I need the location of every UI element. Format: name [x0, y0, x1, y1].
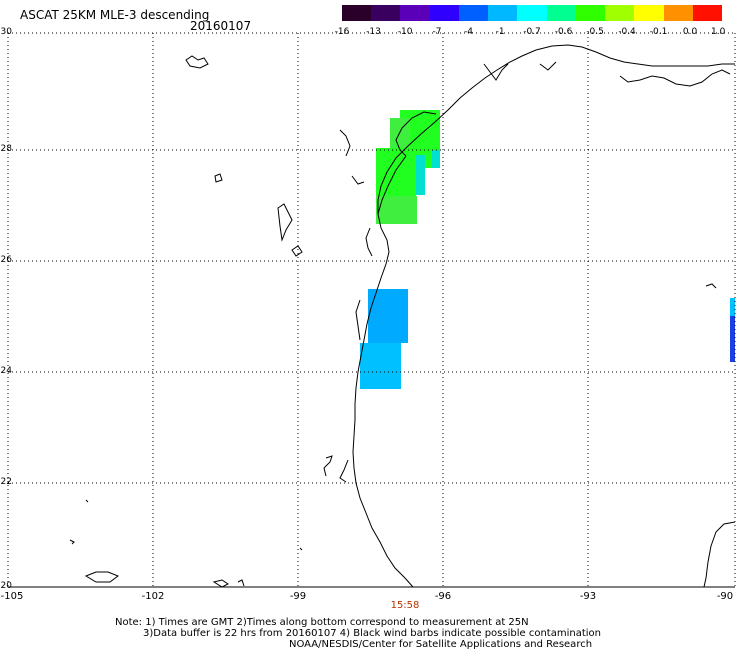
graticule [8, 32, 735, 587]
note-line-1: Note: 1) Times are GMT 2)Times along bot… [115, 617, 529, 628]
colorbar-segment [342, 5, 372, 21]
lon-label: -96 [434, 591, 452, 602]
note-line-3: NOAA/NESDIS/Center for Satellite Applica… [289, 639, 593, 650]
coastline [339, 44, 736, 588]
colorbar-segment [517, 5, 547, 21]
lat-label: 28 [0, 144, 12, 154]
colorbar-tick: -1 [495, 27, 505, 37]
colorbar-tick: -16 [334, 27, 350, 37]
swath-cell [376, 196, 417, 224]
colorbar-tick: -10 [397, 27, 413, 37]
swath-cell [360, 343, 401, 389]
wind-swath-south [360, 289, 408, 389]
colorbar-segment [634, 5, 664, 21]
lat-label: 26 [0, 255, 12, 265]
footer-notes: Note: 1) Times are GMT 2)Times along bot… [115, 617, 601, 650]
note-line-2: 3)Data buffer is 22 hrs from 20160107 4)… [143, 628, 601, 639]
lon-label: -90 [716, 591, 734, 602]
lon-label: -99 [289, 591, 307, 602]
swath-cell [416, 155, 425, 195]
swath-cell [730, 316, 735, 362]
lat-label: 30 [0, 27, 12, 37]
colorbar-tick: 1.0 [711, 27, 726, 37]
colorbar-segment [458, 5, 489, 21]
colorbar-segment [692, 5, 723, 21]
product-date: 20160107 [190, 19, 252, 33]
colorbar-tick: -13 [366, 27, 381, 37]
lon-label: -102 [141, 591, 165, 602]
product-title: ASCAT 25KM MLE-3 descending [20, 8, 210, 22]
colorbar-tick: -0.4 [618, 27, 636, 37]
colorbar-segment [488, 5, 518, 21]
colorbar-segment [663, 5, 693, 21]
colorbar-segment [371, 5, 401, 21]
colorbar-segment [546, 5, 576, 21]
colorbar-tick: -0.5 [586, 27, 604, 37]
swath-cell [368, 289, 408, 343]
colorbar-tick: -7 [432, 27, 442, 37]
colorbar-tick: -4 [464, 27, 474, 37]
map-frame [7, 33, 736, 588]
swath-cell [432, 150, 440, 168]
colorbar-segment [429, 5, 459, 21]
lat-label: 20 [0, 581, 12, 591]
pass-time-label: 15:58 [390, 600, 420, 611]
lon-label: -105 [0, 591, 24, 602]
colorbar [342, 5, 723, 21]
lon-label: -93 [579, 591, 597, 602]
lat-label: 24 [0, 366, 12, 376]
lat-label: 22 [0, 477, 12, 487]
colorbar-labels: -16 -13 -10 -7 -4 -1 -0.7 -0.6 -0.5 -0.4… [335, 0, 726, 40]
colorbar-tick: -0.7 [523, 27, 541, 37]
swath-cell [376, 148, 416, 196]
islands [69, 55, 717, 588]
colorbar-segment [575, 5, 606, 21]
colorbar-tick: -0.1 [649, 27, 668, 37]
colorbar-tick: 0.0 [682, 27, 698, 37]
wind-swath-north [376, 110, 440, 224]
colorbar-tick: -0.6 [554, 27, 573, 37]
swath-cell [730, 298, 735, 316]
colorbar-segment [400, 5, 430, 21]
colorbar-segment [605, 5, 635, 21]
wind-swath-east-edge [730, 298, 735, 362]
